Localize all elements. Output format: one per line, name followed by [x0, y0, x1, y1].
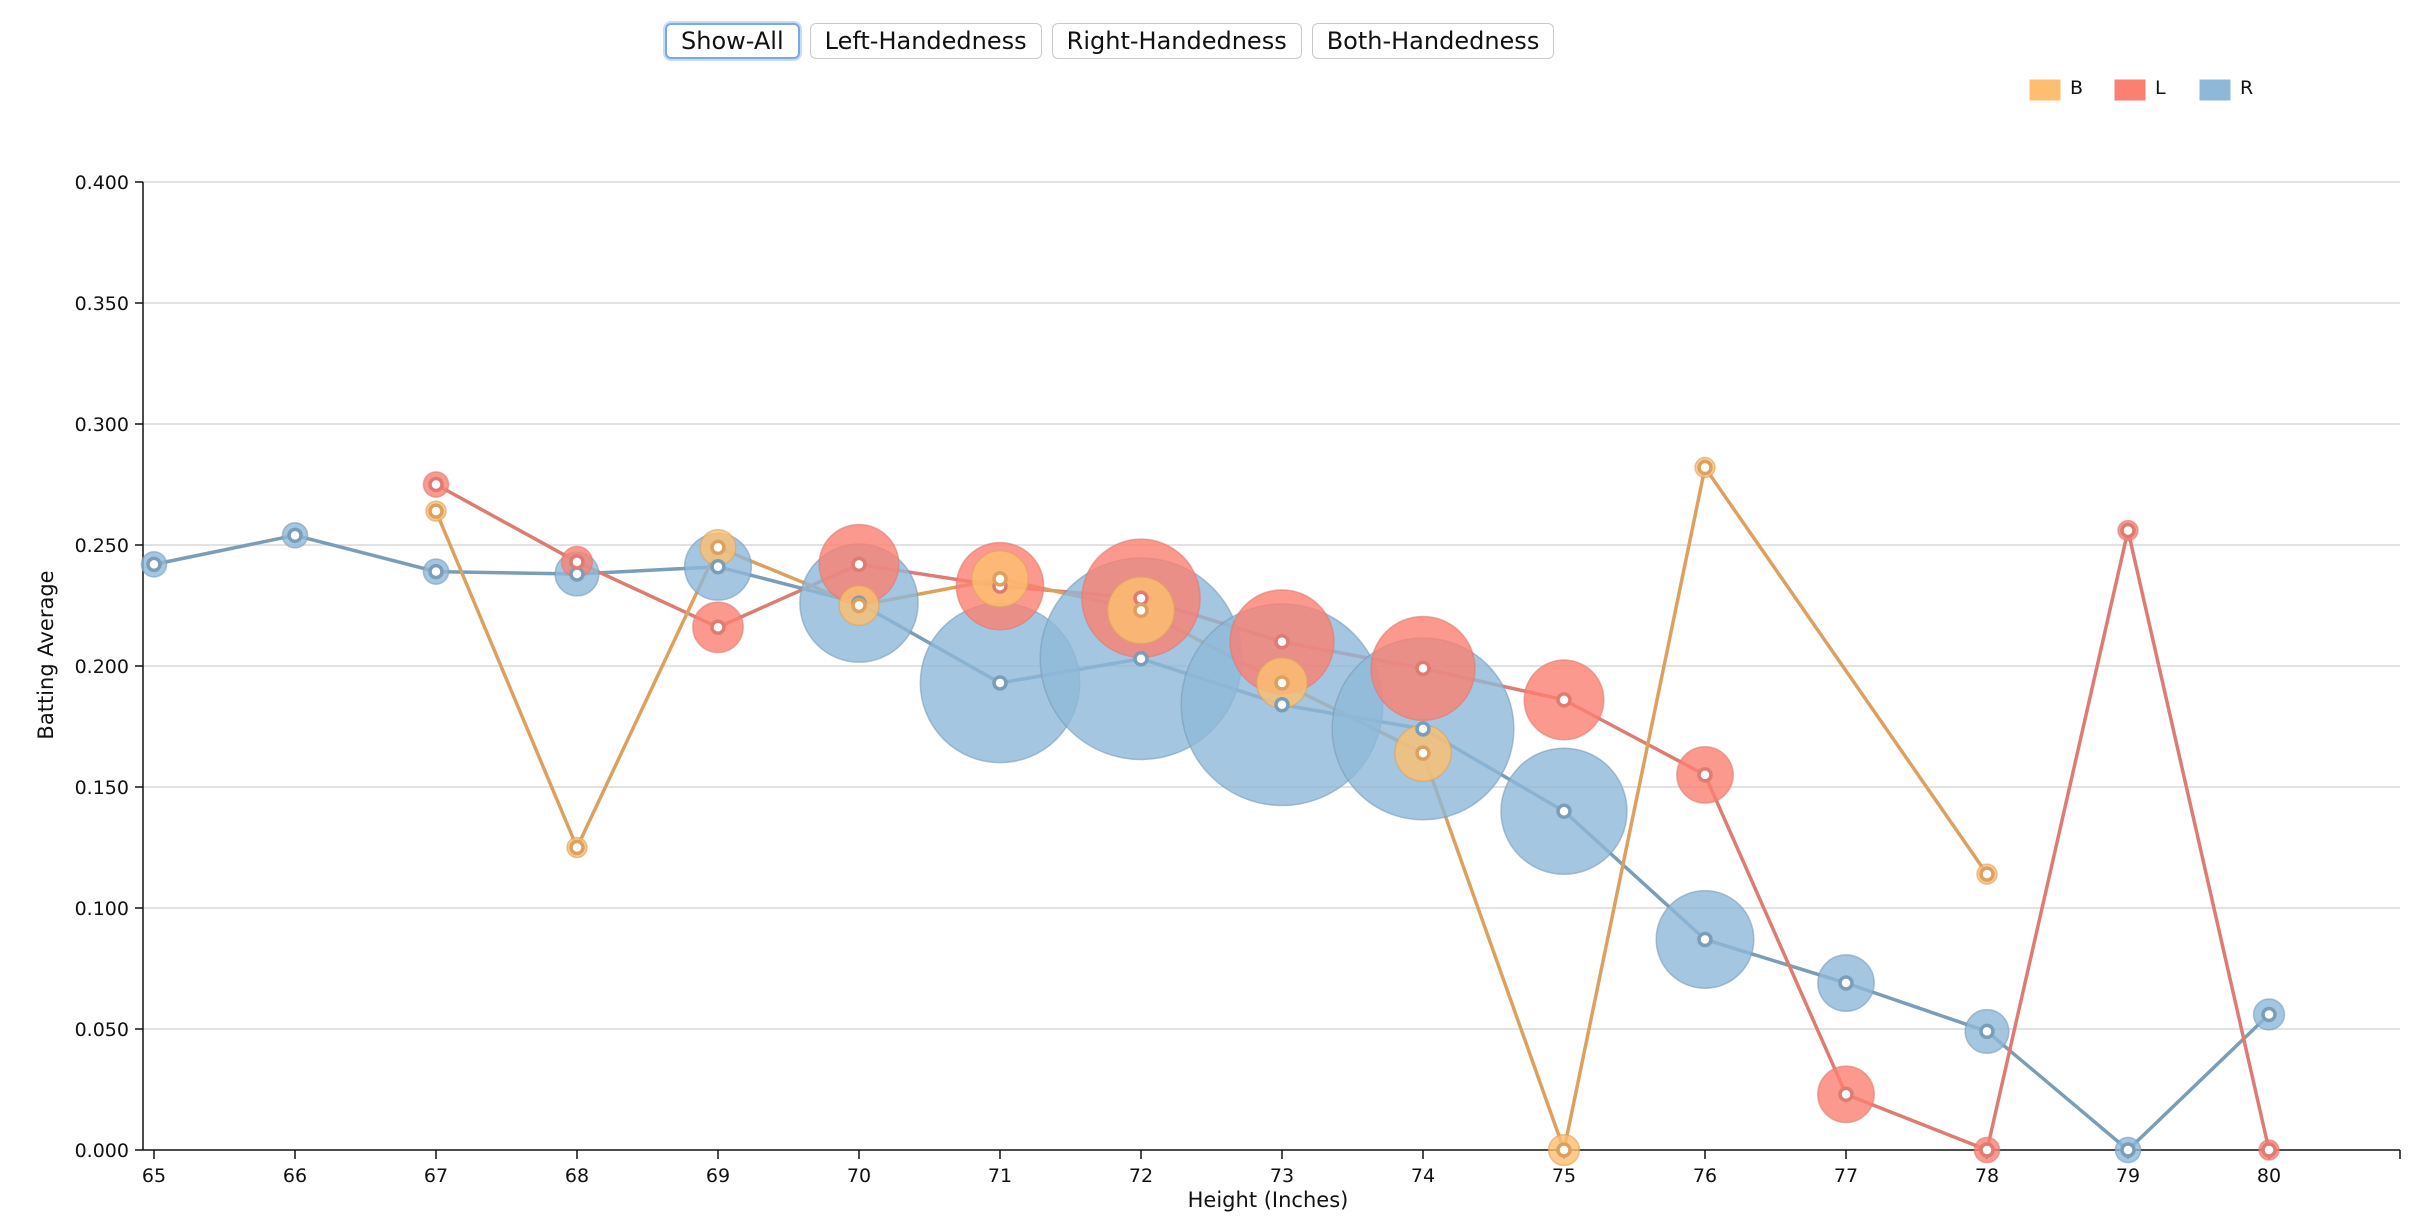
- point-marker-l: [1274, 634, 1290, 650]
- point-marker-b: [1979, 866, 1995, 882]
- bubbles: [140, 456, 2286, 1167]
- legend-label-b: B: [2070, 77, 2083, 99]
- both-handedness-button[interactable]: Both-Handedness: [1311, 23, 1555, 59]
- x-tick-label: 75: [1552, 1165, 1576, 1187]
- filter-toolbar: Show-All Left-Handedness Right-Handednes…: [665, 23, 1555, 59]
- y-tick-label: 0.100: [75, 898, 129, 920]
- point-marker-b: [1556, 1142, 1572, 1158]
- point-marker-b: [1133, 602, 1149, 619]
- y-axis-title: Batting Average: [34, 570, 58, 739]
- show-all-button[interactable]: Show-All: [665, 23, 800, 59]
- grid-lines: [143, 181, 2400, 1030]
- x-tick-label: 68: [565, 1165, 589, 1187]
- x-tick-label: 67: [424, 1165, 448, 1187]
- point-marker-r: [992, 675, 1008, 691]
- legend-swatch-r: [2199, 79, 2231, 101]
- x-tick-label: 72: [1129, 1165, 1153, 1187]
- y-tick-label: 0.250: [75, 535, 129, 557]
- point-marker-r: [2120, 1142, 2136, 1158]
- x-tick-label: 65: [142, 1165, 166, 1187]
- right-handedness-button[interactable]: Right-Handedness: [1051, 23, 1302, 59]
- point-marker-r: [1415, 721, 1431, 737]
- point-marker-r: [1979, 1023, 1995, 1040]
- point-marker-r: [146, 556, 162, 573]
- series-lines: [153, 465, 2271, 1152]
- legend-swatch-l: [2114, 79, 2146, 101]
- y-tick-label: 0.350: [75, 293, 129, 315]
- point-marker-l: [428, 476, 444, 493]
- left-handedness-button[interactable]: Left-Handedness: [809, 23, 1042, 59]
- y-tick-label: 0.400: [75, 172, 129, 194]
- point-marker-l: [2120, 522, 2136, 539]
- point-marker-r: [1838, 975, 1854, 991]
- point-marker-b: [710, 539, 726, 556]
- point-marker-l: [2261, 1142, 2277, 1158]
- point-marker-r: [287, 527, 303, 544]
- point-marker-b: [1274, 675, 1290, 691]
- x-tick-label: 79: [2116, 1165, 2140, 1187]
- point-marker-l: [851, 556, 867, 573]
- point-marker-l: [569, 554, 585, 570]
- markers: [146, 459, 2277, 1158]
- point-marker-b: [428, 503, 444, 519]
- point-marker-r: [1556, 803, 1572, 819]
- point-marker-l: [1133, 590, 1149, 606]
- legend-label-l: L: [2155, 77, 2166, 99]
- x-axis-title: Height (Inches): [1188, 1188, 1349, 1212]
- point-marker-l: [1697, 767, 1713, 783]
- legend-label-r: R: [2240, 77, 2253, 99]
- y-tick-label: 0.000: [75, 1140, 129, 1162]
- point-marker-l: [1415, 660, 1431, 677]
- x-tick-label: 69: [706, 1165, 730, 1187]
- point-marker-l: [1838, 1086, 1854, 1103]
- x-tick-label: 76: [1693, 1165, 1717, 1187]
- x-tick-label: 74: [1411, 1165, 1435, 1187]
- point-marker-b: [1415, 745, 1431, 761]
- y-tick-label: 0.050: [75, 1019, 129, 1041]
- x-tick-label: 66: [283, 1165, 307, 1187]
- point-marker-r: [710, 559, 726, 575]
- point-marker-b: [569, 839, 585, 856]
- point-marker-r: [1697, 931, 1713, 948]
- point-marker-l: [710, 619, 726, 636]
- point-marker-r: [2261, 1006, 2277, 1023]
- axes: 0.000 0.050 0.100 0.150 0.200 0.250 0.300 0.350…: [75, 172, 2401, 1187]
- point-marker-r: [1133, 650, 1149, 667]
- point-marker-r: [428, 563, 444, 580]
- legend-swatch-b: [2029, 79, 2061, 101]
- point-marker-l: [1556, 692, 1572, 708]
- point-marker-b: [1697, 459, 1713, 476]
- point-marker-b: [992, 571, 1008, 587]
- x-tick-label: 71: [988, 1165, 1012, 1187]
- x-tick-label: 73: [1270, 1165, 1294, 1187]
- point-marker-r: [1274, 696, 1290, 713]
- x-tick-label: 77: [1834, 1165, 1858, 1187]
- point-marker-b: [851, 597, 867, 614]
- point-marker-l: [1979, 1142, 1995, 1158]
- y-tick-label: 0.200: [75, 656, 129, 678]
- y-tick-label: 0.150: [75, 777, 129, 799]
- y-tick-label: 0.300: [75, 414, 129, 436]
- x-tick-label: 80: [2257, 1165, 2281, 1187]
- point-marker-r: [569, 566, 585, 582]
- x-tick-label: 78: [1975, 1165, 1999, 1187]
- x-tick-label: 70: [847, 1165, 871, 1187]
